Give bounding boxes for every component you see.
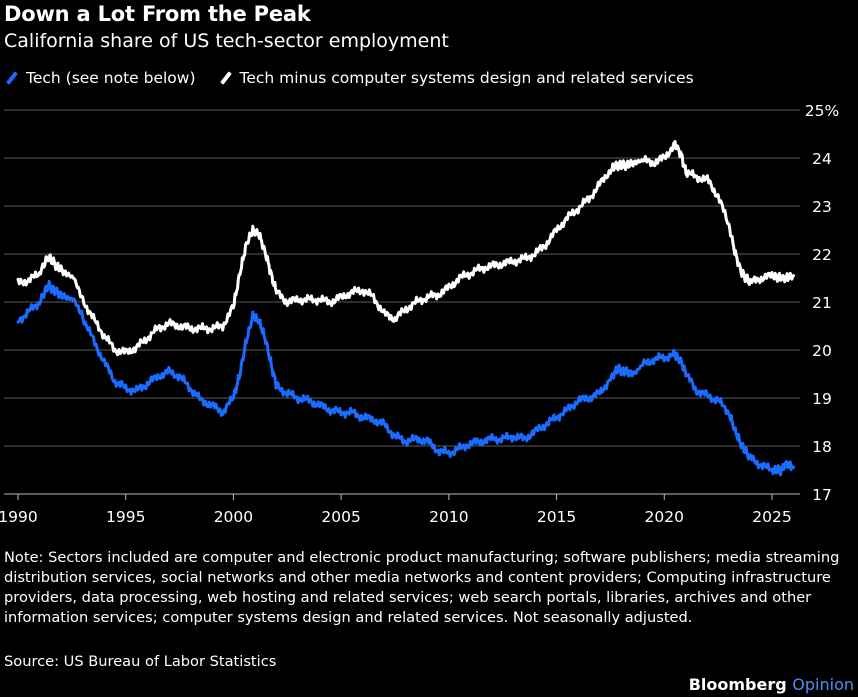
x-tick-label: 1995	[106, 508, 145, 526]
y-tick-label: 23	[812, 198, 832, 216]
legend-item-tech-minus: Tech minus computer systems design and r…	[218, 69, 694, 87]
y-tick-label: 24	[812, 150, 832, 168]
legend: Tech (see note below) Tech minus compute…	[4, 67, 716, 89]
legend-label-tech: Tech (see note below)	[26, 69, 196, 87]
x-tick-label: 2015	[537, 508, 576, 526]
legend-swatch-tech-minus	[219, 71, 232, 85]
x-tick-label: 2020	[645, 508, 684, 526]
y-tick-label: 19	[812, 390, 832, 408]
x-tick-label: 2005	[321, 508, 360, 526]
y-tick-label: 17	[812, 486, 832, 504]
chart-subtitle: California share of US tech-sector emplo…	[4, 30, 449, 52]
x-tick-label: 1990	[0, 508, 38, 526]
series-line-tech	[16, 279, 795, 477]
x-tick-label: 2010	[429, 508, 468, 526]
y-tick-label: 18	[812, 438, 832, 456]
legend-item-tech: Tech (see note below)	[4, 69, 196, 87]
y-tick-label: 20	[812, 342, 832, 360]
brand-logo: Bloomberg Opinion	[689, 675, 854, 694]
y-tick-label: 22	[812, 246, 832, 264]
chart-note: Note: Sectors included are computer and …	[4, 549, 840, 626]
chart-title: Down a Lot From the Peak	[4, 2, 311, 26]
legend-label-tech-minus: Tech minus computer systems design and r…	[239, 69, 694, 87]
brand-accent: Opinion	[792, 675, 854, 694]
y-tick-label: 21	[812, 294, 832, 312]
x-tick-label: 2000	[214, 508, 253, 526]
x-tick-label: 2025	[752, 508, 791, 526]
series-line-tech-minus	[16, 140, 795, 357]
y-tick-label: 25%	[805, 102, 839, 120]
brand-name: Bloomberg	[688, 675, 787, 694]
legend-swatch-tech	[6, 71, 18, 85]
chart-source: Source: US Bureau of Labor Statistics	[4, 653, 277, 670]
line-chart: 17 18 19 20 21 22 23 24 25% 1990 1995 2000 2005 2010 2…	[0, 102, 839, 526]
